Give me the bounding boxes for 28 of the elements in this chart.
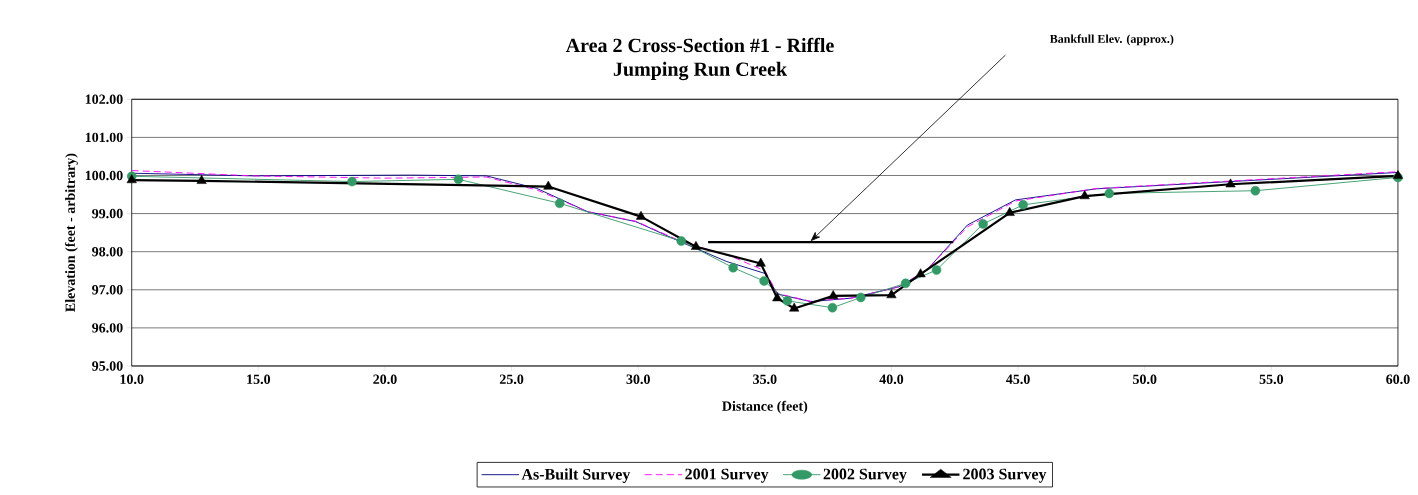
x-tick-label: 55.0 [1259,374,1284,385]
legend-label: 2002 Survey [823,468,907,483]
legend-label: As-Built Survey [521,468,631,483]
chart-subtitle: Jumping Run Creek [613,61,788,81]
y-axis-title: Elevation (feet - arbitrary) [64,153,78,312]
y-tick-label: 97.00 [92,285,123,295]
chart-title: Area 2 Cross-Section #1 - Riffle [565,37,834,53]
y-tick-label: 95.00 [92,361,123,371]
y-tick-label: 101.00 [85,132,123,143]
x-tick-label: 20.0 [373,374,397,385]
legend-label: 2003 Survey [963,468,1047,483]
y-tick-label: 102.00 [85,94,123,105]
legend-label: 2001 Survey [685,468,769,483]
x-tick-label: 25.0 [499,374,524,385]
y-tick-label: 99.00 [92,208,123,219]
x-tick-label: 30.0 [626,374,650,385]
x-tick-label: 15.0 [247,374,271,385]
y-tick-label: 96.00 [92,323,123,333]
x-tick-label: 60.0 [1386,374,1410,385]
x-tick-label: 35.0 [753,374,777,385]
x-tick-label: 40.0 [879,374,904,385]
y-tick-label: 98.00 [92,246,123,257]
text: Bankfull Elev. (approx.) [1049,34,1174,46]
x-axis-title: Distance (feet) [722,400,808,414]
x-tick-label: 45.0 [1006,374,1030,385]
x-tick-label: 50.0 [1133,374,1157,385]
x-tick-label: 10.0 [120,374,144,385]
y-tick-label: 100.00 [85,170,123,181]
